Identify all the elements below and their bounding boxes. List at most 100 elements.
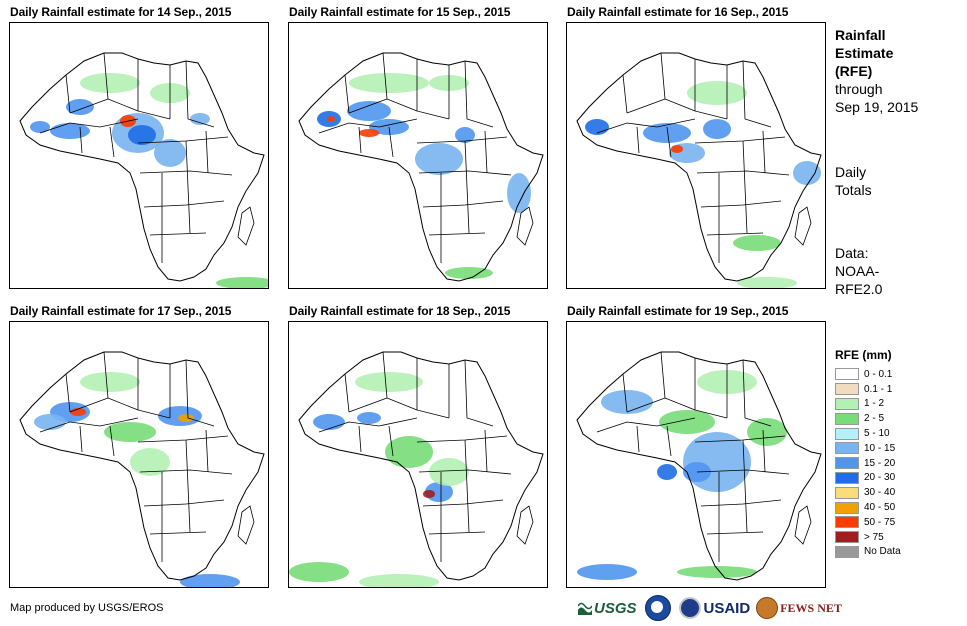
- legend-swatch: [835, 531, 859, 544]
- country-border: [464, 140, 470, 234]
- rainfall-area: [793, 161, 821, 185]
- africa-landmass: [577, 53, 821, 281]
- country-border: [696, 170, 790, 176]
- rainfall-area: [385, 436, 433, 468]
- legend-item: 5 - 10: [835, 426, 901, 441]
- rainfall-area: [687, 81, 747, 105]
- legend-item: 30 - 40: [835, 485, 901, 500]
- madagascar: [794, 206, 812, 246]
- country-border: [358, 126, 362, 154]
- legend-title: RFE (mm): [835, 348, 892, 362]
- madagascar: [237, 206, 255, 246]
- rfe-title-line1: Rainfall: [835, 27, 886, 43]
- legend: 0 - 0.1 0.1 - 1 1 - 2 2 - 5 5 - 10 10 - 15 15 …: [835, 367, 901, 559]
- country-border: [109, 126, 115, 158]
- legend-label: No Data: [864, 546, 901, 558]
- map-canvas: [298, 52, 544, 282]
- rainfall-area: [677, 566, 757, 578]
- legend-swatch: [835, 471, 859, 484]
- rainfall-area: [455, 127, 475, 143]
- rainfall-area: [80, 73, 140, 93]
- coastline: [576, 351, 822, 581]
- rainfall-area: [415, 143, 463, 175]
- data-line3: RFE2.0: [835, 281, 883, 297]
- rainfall-area: [733, 235, 781, 251]
- legend-swatch: [835, 501, 859, 514]
- rainfall-area: [104, 422, 156, 442]
- rainfall-area: [445, 267, 493, 279]
- legend-label: 5 - 10: [864, 428, 890, 440]
- rainfall-area: [577, 564, 637, 580]
- country-border: [464, 60, 494, 128]
- country-border: [416, 59, 450, 120]
- usaid-seal-icon: [678, 597, 701, 619]
- legend-swatch: [835, 516, 859, 529]
- rainfall-area: [643, 123, 691, 143]
- country-border: [762, 429, 766, 473]
- rainfall-area: [703, 119, 731, 139]
- country-border: [596, 417, 696, 433]
- country-border: [464, 359, 494, 427]
- country-border: [706, 531, 764, 535]
- legend-label: 40 - 50: [864, 502, 896, 514]
- data-source: Data: NOAA- RFE2.0: [835, 244, 882, 298]
- country-border: [109, 425, 115, 457]
- country-border: [700, 200, 782, 208]
- country-border: [742, 359, 772, 427]
- legend-label: 30 - 40: [864, 487, 896, 499]
- panel-title-5: Daily Rainfall estimate for 18 Sep., 201…: [289, 304, 511, 318]
- rainfall-area: [671, 145, 683, 153]
- legend-swatch: [835, 442, 859, 455]
- country-border: [139, 469, 233, 475]
- rainfall-map-5: [288, 321, 548, 588]
- legend-label: 1 - 2: [864, 398, 885, 410]
- coastline: [19, 351, 265, 581]
- rainfall-map-3: [566, 22, 826, 289]
- legend-label: 2 - 5: [864, 413, 885, 425]
- legend-swatch: [835, 383, 859, 396]
- rainfall-map-2: [288, 22, 548, 289]
- legend-item: 20 - 30: [835, 471, 901, 486]
- rainfall-area: [128, 125, 156, 145]
- rainfall-area: [737, 277, 797, 288]
- rainfall-area: [359, 129, 379, 137]
- africa-landmass: [299, 352, 543, 580]
- country-border: [762, 130, 766, 174]
- rainfall-area: [429, 458, 469, 486]
- country-border: [39, 118, 139, 134]
- legend-item: No Data: [835, 545, 901, 560]
- panel-title-6: Daily Rainfall estimate for 19 Sep., 201…: [567, 304, 789, 318]
- country-border: [626, 98, 666, 114]
- map-canvas: [576, 52, 822, 288]
- coastline: [298, 52, 544, 282]
- country-border: [185, 359, 215, 427]
- rainfall-area: [66, 99, 94, 115]
- rainfall-area: [355, 372, 423, 392]
- country-border: [388, 425, 394, 457]
- country-border: [596, 118, 696, 134]
- map-credit: Map produced by USGS/EROS: [10, 602, 164, 614]
- rainfall-area: [657, 464, 677, 480]
- country-border: [348, 397, 388, 413]
- rainfall-area: [50, 123, 90, 139]
- legend-item: 15 - 20: [835, 456, 901, 471]
- legend-item: 0 - 0.1: [835, 367, 901, 382]
- country-border: [318, 417, 418, 433]
- panel-title-1: Daily Rainfall estimate for 14 Sep., 201…: [10, 5, 232, 19]
- country-border: [636, 425, 640, 453]
- country-border: [742, 439, 748, 533]
- legend-label: > 75: [864, 531, 884, 543]
- country-border: [205, 429, 209, 473]
- legend-item: 40 - 50: [835, 500, 901, 515]
- country-border: [69, 98, 109, 114]
- rainfall-area: [423, 490, 435, 498]
- usgs-logo: USGS: [578, 600, 637, 617]
- rainfall-area: [507, 173, 531, 213]
- rainfall-area: [357, 412, 381, 424]
- rfe-title: Rainfall Estimate (RFE) through Sep 19, …: [835, 26, 918, 116]
- country-border: [696, 469, 790, 475]
- rfe-title-line3: (RFE): [835, 63, 873, 79]
- coastline: [298, 351, 544, 581]
- country-border: [137, 59, 171, 120]
- usaid-logo-text: USAID: [703, 599, 751, 617]
